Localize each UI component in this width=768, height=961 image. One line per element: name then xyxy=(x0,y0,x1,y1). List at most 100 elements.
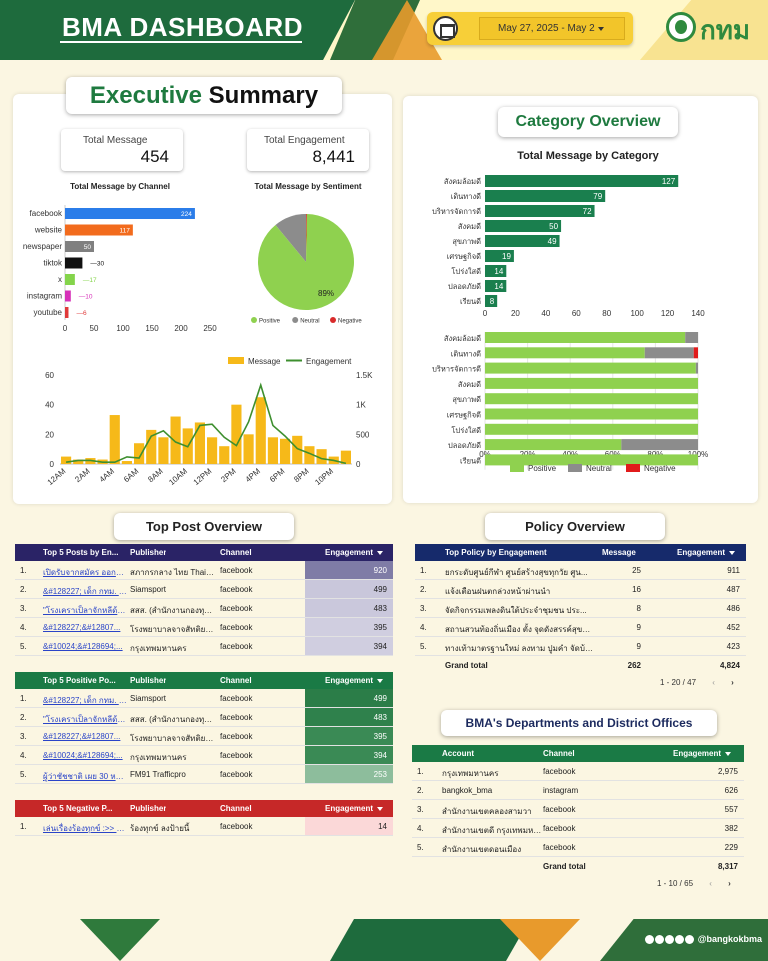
column-header[interactable]: Publisher xyxy=(130,548,167,557)
table-row[interactable]: 1. เปิดรับจากสมัคร ออกหนู... สภากรกลาง ไทย… xyxy=(15,561,393,580)
post-title-link[interactable]: เล่นเรื่องร้องทุกข์ :>> ร้องเรีย... xyxy=(43,824,127,833)
column-header[interactable]: Message xyxy=(602,548,636,557)
post-title-link[interactable]: &#10024;&#128694;... xyxy=(43,751,123,760)
table-row[interactable]: 2. bangkok_bma instagram 626 xyxy=(412,781,744,800)
y-tick-label: เศรษฐกิจดี xyxy=(447,252,481,261)
grand-total-engagement: 4,824 xyxy=(719,661,740,670)
pie-slice-neutral xyxy=(275,214,306,262)
table-row[interactable]: 1. ยกระดับศูนย์กีฬา ศูนย์สร้างสุขทุกวัย ศ… xyxy=(415,561,746,580)
x-tick-label: 6PM xyxy=(268,466,287,484)
table-row[interactable]: 4. &#10024;&#128694;... กรุงเทพมหานคร faceb… xyxy=(15,746,393,765)
column-header[interactable]: Account xyxy=(442,749,474,758)
column-header[interactable]: Engagement xyxy=(677,548,736,557)
engagement-cell: 423 xyxy=(726,642,740,651)
departments-title: BMA's Departments and District Offices xyxy=(441,710,717,736)
column-header[interactable]: Publisher xyxy=(130,676,167,685)
table-row[interactable]: 5. ทางเท้ามาตรฐานใหม่ ลงทาม ปูมคำ จัดบ้าง… xyxy=(415,637,746,656)
engagement-cell: 483 xyxy=(305,599,393,617)
table-row[interactable]: 4. สำนักงานเขตดี กรุงเทพมหานคร facebook 382 xyxy=(412,819,744,838)
data-label: 50 xyxy=(84,244,92,251)
publisher-cell: กรุงเทพมหานคร xyxy=(130,753,187,762)
engagement-cell: 394 xyxy=(305,637,393,655)
category-overview-title: Category Overview xyxy=(498,107,678,137)
row-index: 5. xyxy=(420,642,427,651)
column-header[interactable]: Channel xyxy=(543,749,575,758)
table-row[interactable]: 2. "โรงเคราเป็ลาจักหลีด้วามา...สสส. (สำนั… xyxy=(15,708,393,727)
calendar-icon[interactable] xyxy=(433,16,458,41)
chevron-left-icon[interactable]: ‹ xyxy=(709,879,712,888)
table-row[interactable]: 5. &#10024;&#128694;... กรุงเทพมหานคร faceb… xyxy=(15,637,393,656)
x-tick-label: 60 xyxy=(572,309,581,318)
y-tick-label: เดินทางดี xyxy=(451,349,481,358)
table-row[interactable]: 1. เล่นเรื่องร้องทุกข์ :>> ร้องเรีย...ร้อ… xyxy=(15,817,393,836)
post-title-link[interactable]: ผู้ว่าชัชชาติ เผย 30 หน่... xyxy=(43,772,127,781)
bar-4PM xyxy=(255,397,266,464)
table-row[interactable]: 1. &#128227; เด็ก กทม. โ... Siamsport faceb… xyxy=(15,689,393,708)
column-header[interactable]: Channel xyxy=(220,676,252,685)
x-tick-label: 20 xyxy=(511,309,520,318)
column-header[interactable]: Engagement xyxy=(325,676,384,685)
column-header[interactable]: Channel xyxy=(220,548,252,557)
post-title-link[interactable]: &#128227; เด็ก กทม. โ... xyxy=(43,587,127,596)
y-tick-label: เศรษฐกิจดี xyxy=(447,411,481,420)
legend-label: Positive xyxy=(259,319,281,325)
column-header[interactable]: Top 5 Posts by En... xyxy=(43,548,119,557)
social-handles[interactable]: @bangkokbma xyxy=(645,934,762,945)
post-title-link[interactable]: "โรงเคราเป็ลาจักหลีด้วามา... xyxy=(43,606,127,615)
grand-total-engagement: 8,317 xyxy=(717,862,738,871)
post-title-link[interactable]: &#128227; เด็ก กทม. โ... xyxy=(43,696,127,705)
table-row[interactable]: 4. สถานสวนท้องถิ่นเมือง ตั้ง จุดดังสรรค์ส… xyxy=(415,618,746,637)
table-row[interactable]: 2. แจ้งเตือนฝนตกล่วงหน้าผ่านนำ 16 487 xyxy=(415,580,746,599)
table-row[interactable]: 5. สำนักงานเขตดอนเมือง facebook 229 xyxy=(412,838,744,857)
kpi-label: Total Message xyxy=(83,135,148,146)
column-header[interactable]: Channel xyxy=(220,804,252,813)
column-header[interactable]: Publisher xyxy=(130,804,167,813)
table-row[interactable]: 3. สำนักงานเขตคลองสามวา facebook 557 xyxy=(412,800,744,819)
table-row[interactable]: 3. &#128227;&#12807... โรงพยาบาลจาจสัทติยม… xyxy=(15,727,393,746)
sort-desc-icon[interactable] xyxy=(725,751,732,756)
x-icon[interactable] xyxy=(645,935,655,945)
column-header[interactable]: Top 5 Negative P... xyxy=(43,804,113,813)
table-row[interactable]: 1. กรุงเทพมหานคร facebook 2,975 xyxy=(412,762,744,781)
column-header[interactable]: Engagement xyxy=(325,548,384,557)
legend-marker xyxy=(568,464,582,472)
post-title-link[interactable]: "โรงเคราเป็ลาจักหลีด้วามา... xyxy=(43,715,127,724)
table-row[interactable]: 3. จัดกิจกรรมเพลงดินใต้ประจำชุมชน ประ... 8… xyxy=(415,599,746,618)
sort-desc-icon[interactable] xyxy=(729,550,736,555)
row-index: 1. xyxy=(20,822,27,831)
table-row[interactable]: 4. &#128227;&#12807... โรงพยาบาลจาจสัทติยม… xyxy=(15,618,393,637)
social-handle[interactable]: @bangkokbma xyxy=(697,934,762,944)
date-range-picker[interactable]: May 27, 2025 - May 2 xyxy=(427,12,633,45)
chevron-right-icon[interactable]: › xyxy=(728,879,731,888)
bar-youtube xyxy=(65,307,69,318)
facebook-icon[interactable] xyxy=(655,935,665,945)
column-header[interactable]: Engagement xyxy=(673,749,732,758)
date-range-select[interactable]: May 27, 2025 - May 2 xyxy=(479,17,625,40)
x-tick-label: 8PM xyxy=(292,466,311,484)
top-post-overview-title: Top Post Overview xyxy=(114,513,294,540)
grand-total-label: Grand total xyxy=(543,862,586,871)
table-row[interactable]: 2. &#128227; เด็ก กทม. โ... Siamsport faceb… xyxy=(15,580,393,599)
post-title-link[interactable]: &#128227;&#12807... xyxy=(43,732,121,741)
tiktok-icon[interactable] xyxy=(685,935,695,945)
column-header[interactable]: Top 5 Positive Po... xyxy=(43,676,116,685)
post-title-link[interactable]: &#10024;&#128694;... xyxy=(43,642,123,651)
column-header[interactable]: Top Policy by Engagement xyxy=(445,548,547,557)
instagram-icon[interactable] xyxy=(675,935,685,945)
chevron-right-icon[interactable]: › xyxy=(731,678,734,687)
sort-desc-icon[interactable] xyxy=(377,550,384,555)
channel-cell: facebook xyxy=(220,623,253,632)
youtube-icon[interactable] xyxy=(665,935,675,945)
table-row[interactable]: 3. "โรงเคราเป็ลาจักหลีด้วามา...สสส. (สำนั… xyxy=(15,599,393,618)
row-index: 2. xyxy=(20,585,27,594)
y-tick-label: สังคมล้อมดี xyxy=(444,334,481,343)
table-row[interactable]: 5. ผู้ว่าชัชชาติ เผย 30 หน่... FM91 Traffi… xyxy=(15,765,393,784)
chevron-left-icon[interactable]: ‹ xyxy=(712,678,715,687)
post-title-link[interactable]: &#128227;&#12807... xyxy=(43,623,121,632)
channel-bar-chart: 0 50 100 150 200 250 facebook 224 website 117 news… xyxy=(23,205,217,333)
column-header[interactable]: Engagement xyxy=(325,804,384,813)
sort-desc-icon[interactable] xyxy=(377,678,384,683)
sort-desc-icon[interactable] xyxy=(377,806,384,811)
post-title-link[interactable]: เปิดรับจากสมัคร ออกหนู... xyxy=(43,568,127,577)
hourly-message-engagement-chart: Message Engagement 0 20 40 60 0 500 1K 1.5K 12AM 2A… xyxy=(45,357,373,487)
